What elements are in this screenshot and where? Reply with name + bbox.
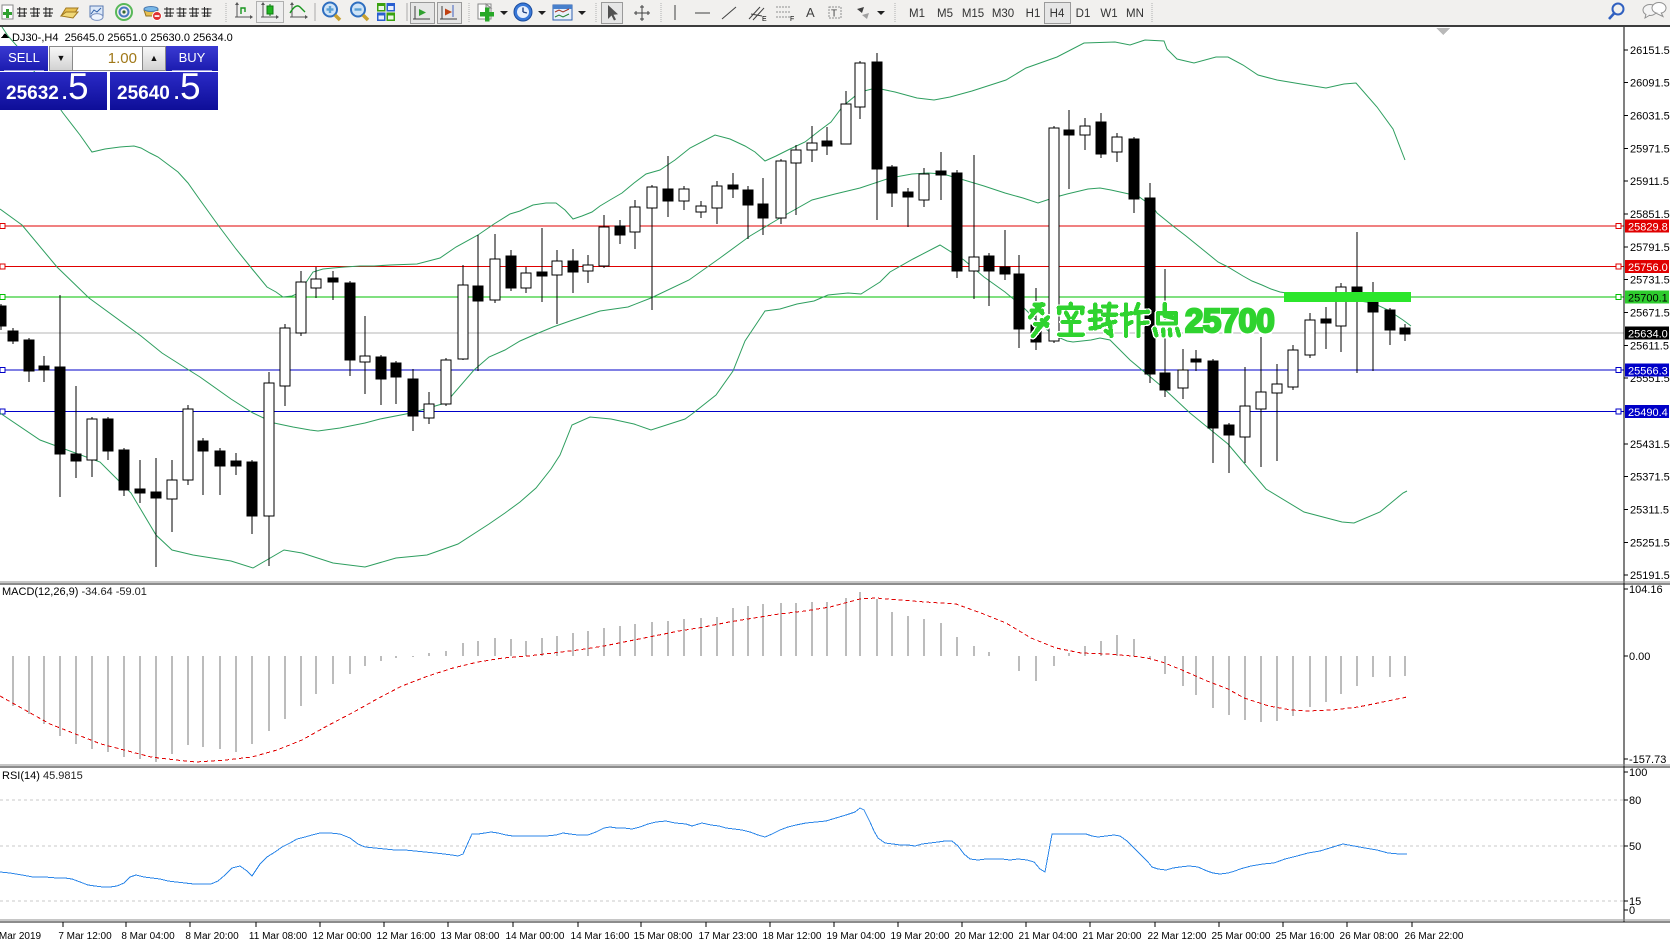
svg-text:19 Mar 20:00: 19 Mar 20:00 [891,931,950,942]
svg-text:21 Mar 20:00: 21 Mar 20:00 [1083,931,1142,942]
svg-text:0: 0 [1629,905,1635,917]
svg-text:W1: W1 [1100,8,1117,20]
svg-text:21 Mar 04:00: 21 Mar 04:00 [1019,931,1078,942]
svg-text:26 Mar 08:00: 26 Mar 08:00 [1340,931,1399,942]
svg-text:7 Mar 12:00: 7 Mar 12:00 [58,931,112,942]
svg-text:RSI(14) 45.9815: RSI(14) 45.9815 [2,770,83,782]
svg-text:M15: M15 [962,8,984,20]
svg-text:25311.5: 25311.5 [1630,505,1669,517]
svg-text:MN: MN [1126,8,1144,20]
svg-text:12 Mar 16:00: 12 Mar 16:00 [377,931,436,942]
svg-text:25490.4: 25490.4 [1628,407,1668,419]
svg-text:25 Mar 00:00: 25 Mar 00:00 [1212,931,1271,942]
svg-text:104.16: 104.16 [1629,584,1663,596]
svg-text:25371.5: 25371.5 [1630,472,1670,484]
svg-text:25634.0: 25634.0 [1628,329,1668,341]
svg-text:100: 100 [1629,767,1647,779]
svg-text:M30: M30 [992,8,1014,20]
svg-text:25191.5: 25191.5 [1630,570,1670,582]
svg-text:14 Mar 00:00: 14 Mar 00:00 [506,931,565,942]
svg-text:25731.5: 25731.5 [1630,275,1670,287]
svg-text:25611.5: 25611.5 [1630,340,1669,352]
svg-text:25971.5: 25971.5 [1630,143,1670,155]
svg-text:17 Mar 23:00: 17 Mar 23:00 [699,931,758,942]
svg-text:25700.1: 25700.1 [1628,292,1668,304]
svg-text:E: E [762,16,767,23]
svg-text:Mar 2019: Mar 2019 [0,931,42,942]
svg-text:T: T [831,9,837,20]
svg-text:M1: M1 [909,8,925,20]
svg-text:MACD(12,26,9) -34.64 -59.01: MACD(12,26,9) -34.64 -59.01 [2,586,147,598]
svg-text:14 Mar 16:00: 14 Mar 16:00 [571,931,630,942]
svg-text:M5: M5 [937,8,953,20]
svg-text:25756.0: 25756.0 [1628,262,1668,274]
svg-text:26091.5: 26091.5 [1630,78,1670,90]
svg-text:25 Mar 16:00: 25 Mar 16:00 [1276,931,1335,942]
svg-text:25700: 25700 [1185,302,1274,339]
svg-text:26031.5: 26031.5 [1630,111,1670,123]
svg-text:26 Mar 22:00: 26 Mar 22:00 [1405,931,1464,942]
svg-text:25791.5: 25791.5 [1630,242,1670,254]
svg-text:8 Mar 04:00: 8 Mar 04:00 [121,931,175,942]
svg-text:25251.5: 25251.5 [1630,537,1670,549]
svg-text:DJ30-,H4 25645.0 25651.0 2563: DJ30-,H4 25645.0 25651.0 25630.0 25634.0 [12,32,233,44]
svg-text:25671.5: 25671.5 [1630,308,1670,320]
svg-text:F: F [790,16,794,23]
svg-text:80: 80 [1629,795,1641,807]
svg-text:26151.5: 26151.5 [1630,45,1670,57]
svg-text:15: 15 [1629,896,1641,908]
svg-text:15 Mar 08:00: 15 Mar 08:00 [634,931,693,942]
svg-text:25851.5: 25851.5 [1630,209,1670,221]
svg-text:25566.3: 25566.3 [1628,366,1668,378]
svg-text:13 Mar 08:00: 13 Mar 08:00 [441,931,500,942]
svg-text:D1: D1 [1076,8,1091,20]
svg-text:11 Mar 08:00: 11 Mar 08:00 [249,931,308,942]
svg-text:12 Mar 00:00: 12 Mar 00:00 [313,931,372,942]
svg-text:50: 50 [1629,841,1641,853]
svg-text:25829.8: 25829.8 [1628,221,1668,233]
svg-text:H4: H4 [1050,8,1065,20]
svg-text:A: A [806,5,815,20]
svg-text:-157.73: -157.73 [1629,754,1666,766]
svg-text:8 Mar 20:00: 8 Mar 20:00 [185,931,239,942]
svg-text:25911.5: 25911.5 [1630,176,1669,188]
svg-text:0.00: 0.00 [1629,651,1650,663]
svg-text:25431.5: 25431.5 [1630,439,1670,451]
svg-text:18 Mar 12:00: 18 Mar 12:00 [763,931,822,942]
svg-text:25700: 25700 [1185,302,1274,339]
svg-text:22 Mar 12:00: 22 Mar 12:00 [1148,931,1207,942]
svg-text:19 Mar 04:00: 19 Mar 04:00 [827,931,886,942]
svg-text:H1: H1 [1026,8,1041,20]
svg-text:20 Mar 12:00: 20 Mar 12:00 [955,931,1014,942]
